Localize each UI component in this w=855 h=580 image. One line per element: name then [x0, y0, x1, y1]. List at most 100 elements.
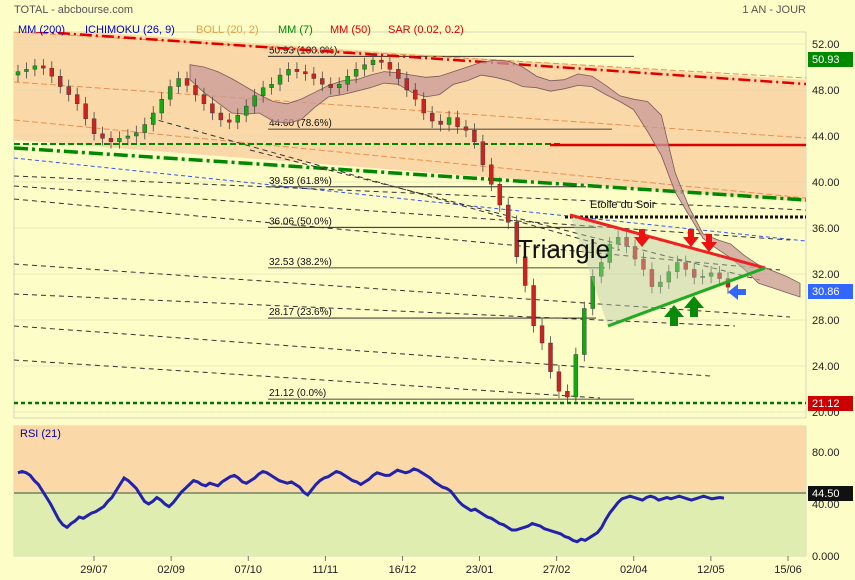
red-down-arrow-icon	[634, 229, 650, 247]
fibonacci-label: 32.53 (38.2%)	[269, 257, 332, 268]
candle-body	[244, 105, 249, 116]
candle-body	[218, 112, 224, 121]
candle-body	[497, 184, 502, 206]
candle-body	[151, 112, 156, 125]
legend-item: MM (50)	[330, 24, 371, 36]
candle-body	[641, 258, 646, 270]
candle-body	[362, 64, 367, 70]
candle-body	[480, 141, 486, 165]
rsi-oversold-zone	[14, 492, 806, 556]
indicator-legend: MM (200) ICHIMOKU (26, 9) BOLL (20, 2) MM (…	[18, 24, 464, 36]
last-high-label	[808, 52, 853, 67]
candle-body	[370, 59, 376, 65]
candle-body	[413, 89, 418, 100]
candle-body	[582, 308, 587, 355]
candle-body	[717, 272, 722, 279]
candle-body	[58, 75, 63, 87]
date-axis: 29/07 02/09 07/10 11/11 16/12 23/01 27/02 02/04…	[80, 556, 802, 576]
fibonacci-label: 28.17 (23.6%)	[269, 307, 332, 318]
candle-body	[167, 86, 173, 100]
candle-body	[311, 73, 317, 79]
candle-body	[100, 133, 105, 139]
candle-body	[83, 103, 88, 119]
current-price-label	[808, 284, 853, 299]
candle-body	[91, 118, 97, 134]
candle-body	[548, 342, 553, 372]
triangle-fill	[570, 215, 765, 326]
candle-body	[277, 74, 283, 85]
candle-body	[353, 69, 359, 77]
last-high-value: 50.93	[812, 54, 840, 66]
candle-body	[66, 86, 71, 95]
date-tick-label: 16/12	[389, 564, 417, 576]
candle-body	[607, 243, 612, 263]
legend-item: ICHIMOKU (26, 9)	[85, 24, 175, 36]
signal-arrows	[634, 229, 746, 326]
candle-body	[159, 98, 164, 114]
candle-body	[125, 135, 131, 139]
candle-body	[463, 126, 469, 131]
green-up-arrow-icon	[664, 305, 684, 326]
regression-line-2	[14, 185, 791, 241]
candle-body	[286, 69, 291, 76]
date-tick-label: 12/05	[697, 564, 725, 576]
candle-body	[506, 204, 511, 223]
triangle-annotation: Triangle	[517, 234, 610, 264]
rsi-grid: 80.00 40.00 0.000	[812, 447, 840, 563]
candle-body	[117, 138, 122, 142]
candle-body	[421, 98, 426, 114]
price-tick-label: 48.00	[812, 85, 840, 97]
candle-body	[675, 262, 680, 272]
fibonacci-label: 21.12 (0.0%)	[269, 388, 326, 399]
price-tick-label: 52.00	[812, 39, 840, 51]
candle-body	[514, 222, 519, 257]
regression-line-3	[14, 198, 781, 271]
low-price-value: 21.12	[812, 398, 840, 410]
candle-body	[590, 276, 595, 309]
candle-body	[15, 71, 21, 76]
rsi-value: 44.50	[812, 488, 840, 500]
period-label: 1 AN - JOUR	[742, 4, 806, 16]
price-axis: 52.00 48.00 44.00 40.00 36.00 32.00 28.00 24.00…	[812, 39, 840, 419]
rsi-line	[17, 467, 725, 544]
date-tick-label: 23/01	[466, 564, 494, 576]
candle-body	[379, 59, 384, 63]
blue-left-arrow-icon	[728, 284, 746, 300]
date-tick-label: 29/07	[80, 564, 108, 576]
candle-body	[235, 115, 240, 123]
candle-body	[134, 132, 139, 137]
candle-body	[599, 262, 604, 277]
candle-body	[455, 117, 460, 127]
legend-item: MM (200)	[18, 24, 65, 36]
candle-body	[446, 117, 452, 125]
candle-body	[396, 69, 401, 79]
candle-body	[184, 78, 190, 86]
candle-body	[294, 69, 300, 72]
candle-body	[24, 69, 29, 72]
candle-body	[615, 236, 621, 245]
mm7-support-line	[14, 146, 806, 202]
date-tick-label: 15/06	[774, 564, 802, 576]
rsi-tick-label: 80.00	[812, 447, 840, 459]
candle-body	[556, 371, 562, 392]
candle-body	[531, 285, 536, 326]
fibonacci-label: 39.58 (61.8%)	[269, 176, 332, 187]
regression-line-5	[14, 293, 736, 327]
rsi-tick-label: 40.00	[812, 499, 840, 511]
candle-body	[320, 78, 325, 85]
triangle-pattern	[569, 213, 766, 328]
price-tick-label: 28.00	[812, 315, 840, 327]
triangle-lower-line	[607, 266, 766, 328]
bollinger-upper-band	[14, 32, 806, 79]
candle-body	[269, 84, 274, 88]
rsi-overbought-zone	[14, 426, 806, 492]
candle-body	[387, 62, 393, 70]
price-tick-label: 40.00	[812, 177, 840, 189]
candle-body	[429, 112, 435, 122]
date-tick-label: 02/09	[157, 564, 185, 576]
date-tick-label: 02/04	[620, 564, 648, 576]
price-tick-label: 24.00	[812, 361, 840, 373]
date-tick-label: 27/02	[543, 564, 571, 576]
mm50-upper-line	[24, 32, 806, 86]
